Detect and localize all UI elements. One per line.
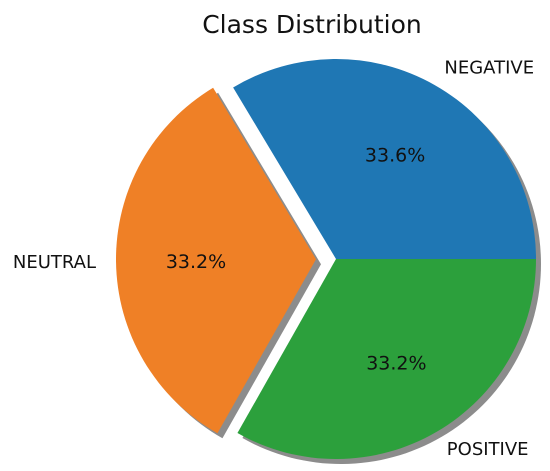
pie-slice-positive [237, 259, 536, 460]
slice-labels: 33.6% NEGATIVE 33.2% NEUTRAL 33.2% POSITIVE [13, 58, 534, 461]
category-label-positive: POSITIVE [447, 439, 529, 460]
pie-slice-negative [233, 58, 537, 260]
percent-label-neutral: 33.2% [166, 251, 226, 273]
percent-label-negative: 33.6% [365, 145, 425, 167]
percent-label-positive: 33.2% [366, 353, 426, 375]
pie-slices [116, 58, 537, 460]
category-label-negative: NEGATIVE [444, 58, 534, 79]
category-label-neutral: NEUTRAL [13, 252, 96, 273]
chart-title: Class Distribution [202, 10, 422, 39]
pie-slice-neutral [116, 87, 317, 434]
